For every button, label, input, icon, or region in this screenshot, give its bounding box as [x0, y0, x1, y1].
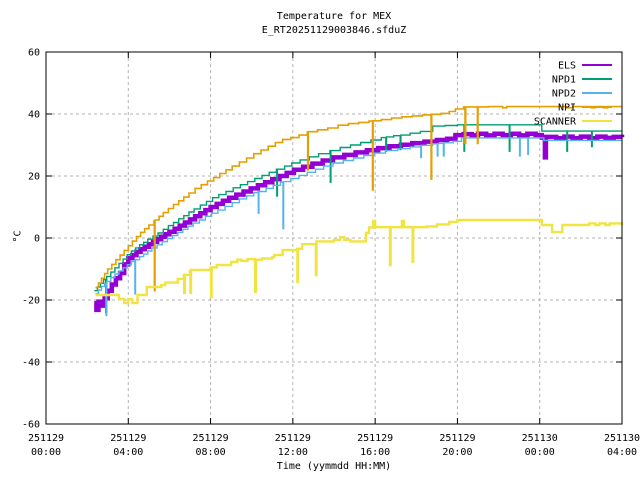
series-NPD1-line: [94, 124, 622, 314]
legend-label-NPD1: NPD1: [552, 75, 576, 86]
y-tick-label: -60: [22, 420, 40, 431]
x-tick-label-date: 251130: [604, 433, 640, 444]
x-tick-label-time: 20:00: [442, 447, 472, 458]
y-axis-label: °C: [12, 230, 24, 243]
chart-subtitle: E_RT20251129003846.sfduZ: [261, 25, 407, 36]
x-tick-label-time: 04:00: [607, 447, 637, 458]
x-tick-label-date: 251129: [193, 433, 229, 444]
x-tick-label-time: 12:00: [278, 447, 308, 458]
y-tick-label: 40: [28, 110, 40, 121]
y-tick-label: -20: [22, 296, 40, 307]
x-tick-label-time: 08:00: [196, 447, 226, 458]
x-tick-label-date: 251129: [439, 433, 475, 444]
series-NPI-line: [95, 105, 622, 292]
legend-label-SCANNER: SCANNER: [534, 117, 577, 128]
legend-label-NPD2: NPD2: [552, 89, 576, 100]
x-tick-label-date: 251129: [275, 433, 311, 444]
series-NPD2-line: [95, 137, 622, 317]
x-tick-label-date: 251129: [357, 433, 393, 444]
x-tick-label-time: 04:00: [113, 447, 143, 458]
legend-label-NPI: NPI: [558, 103, 576, 114]
y-tick-label: 0: [34, 234, 40, 245]
series-ELS-line: [94, 131, 625, 313]
x-tick-label-time: 00:00: [525, 447, 555, 458]
x-tick-label-date: 251130: [522, 433, 558, 444]
x-tick-label-date: 251129: [28, 433, 64, 444]
series-SCANNER-line: [95, 218, 624, 305]
x-tick-label-time: 16:00: [360, 447, 390, 458]
x-tick-label-date: 251129: [110, 433, 146, 444]
legend-label-ELS: ELS: [558, 61, 576, 72]
y-tick-label: 20: [28, 172, 40, 183]
chart-title: Temperature for MEX: [276, 11, 392, 22]
x-tick-label-time: 00:00: [31, 447, 61, 458]
y-tick-label: -40: [22, 358, 40, 369]
x-axis-label: Time (yymmdd HH:MM): [276, 461, 392, 472]
y-tick-label: 60: [28, 48, 40, 59]
